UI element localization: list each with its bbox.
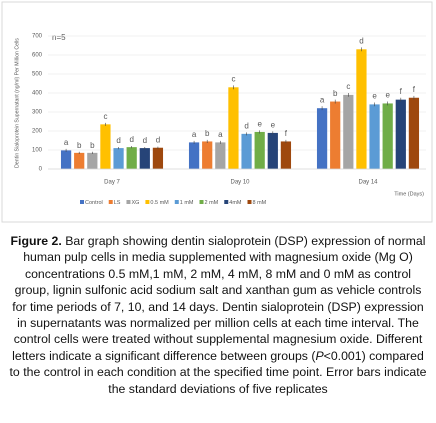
bar (152, 147, 164, 169)
caption-text: P (315, 348, 324, 363)
x-tick-label: Day 10 (230, 180, 250, 186)
significance-letter: e (385, 91, 390, 100)
chart: n=5 Dentin Sialoprotein Supernatant (ng/… (1, 1, 433, 223)
x-tick-label: Day 7 (104, 180, 120, 186)
bar (241, 133, 252, 169)
bar (100, 124, 111, 169)
bar (343, 94, 354, 169)
significance-letter: f (413, 85, 416, 94)
y-tick-label: 100 (32, 148, 43, 154)
y-tick-label: 700 (32, 34, 43, 40)
legend-label: XG (131, 200, 139, 206)
bar (228, 87, 239, 169)
significance-letter: a (64, 138, 69, 147)
y-tick-label: 200 (32, 129, 43, 135)
x-axis-title: Time (Days) (394, 191, 424, 197)
bar (395, 99, 406, 169)
legend-swatch (224, 200, 229, 204)
legend-swatch (126, 200, 131, 204)
significance-letter: a (218, 130, 223, 139)
legend-swatch (145, 200, 150, 204)
significance-letter: d (156, 136, 160, 145)
legend-label: 1 mM (180, 200, 194, 206)
significance-letter: a (320, 95, 325, 104)
caption-text: <0.001) compared to the control in each … (9, 348, 427, 396)
bar (316, 108, 328, 169)
significance-letter: b (77, 141, 82, 150)
bar (254, 131, 265, 169)
annotation: n=5 (52, 33, 66, 42)
y-tick-label: 300 (32, 110, 43, 116)
significance-letter: f (400, 87, 403, 96)
significance-letter: e (372, 92, 377, 101)
y-tick-label: 600 (32, 53, 43, 59)
bar (188, 142, 200, 169)
significance-letter: d (116, 136, 120, 145)
legend-swatch (247, 200, 252, 204)
legend-swatch (199, 200, 204, 204)
bar (330, 101, 341, 169)
legend-label: 2 mM (205, 200, 219, 206)
significance-letter: d (359, 37, 363, 46)
bar (369, 104, 380, 169)
bar (280, 141, 292, 169)
x-tick-label: Day 14 (358, 180, 378, 186)
legend-label: 8 mM (253, 200, 267, 206)
significance-letter: f (285, 129, 288, 138)
legend-swatch (108, 200, 113, 204)
caption-label: Figure 2. (10, 234, 62, 248)
bar (215, 142, 226, 169)
caption: Figure 2. Bar graph showing dentin sialo… (6, 233, 430, 397)
bar (202, 141, 213, 169)
bar (60, 150, 72, 169)
legend-label: 4mM (229, 200, 242, 206)
bar (139, 148, 150, 169)
bar (74, 152, 85, 169)
y-tick-label: 0 (39, 167, 43, 173)
bar (356, 49, 367, 169)
significance-letter: d (244, 121, 248, 130)
significance-letter: a (192, 130, 197, 139)
bar (126, 147, 137, 169)
y-tick-label: 400 (32, 91, 43, 97)
legend-swatch (80, 200, 84, 204)
bar (87, 152, 98, 169)
bar (267, 132, 278, 169)
significance-letter: b (333, 89, 338, 98)
significance-letter: b (90, 141, 95, 150)
legend-label: LS (114, 200, 121, 206)
legend-label: 0.5 mM (150, 200, 169, 206)
legend-label: Control (85, 200, 103, 206)
significance-letter: c (103, 112, 107, 121)
significance-letter: d (143, 136, 147, 145)
significance-letter: c (231, 75, 235, 84)
y-axis-title: Dentin Sialoprotein Supernatant (ng/ml) … (14, 38, 20, 168)
significance-letter: c (346, 82, 350, 91)
significance-letter: d (129, 135, 133, 144)
significance-letter: e (271, 120, 276, 129)
significance-letter: b (205, 129, 210, 138)
bar (113, 148, 124, 169)
bar (408, 97, 420, 169)
significance-letter: e (257, 120, 262, 129)
bar (382, 103, 393, 169)
caption-text: Bar graph showing dentin sialoprotein (D… (12, 234, 426, 363)
y-tick-label: 500 (32, 72, 43, 78)
legend-swatch (174, 200, 179, 204)
